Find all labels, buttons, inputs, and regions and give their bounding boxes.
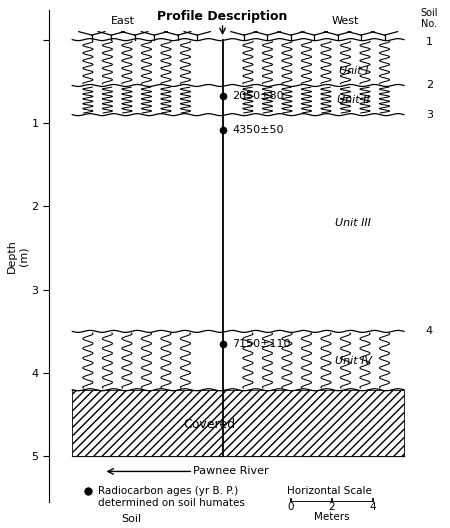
Text: Covered: Covered [183, 418, 235, 431]
Text: Unit IV: Unit IV [335, 355, 372, 365]
Text: Radiocarbon ages (yr B. P.): Radiocarbon ages (yr B. P.) [98, 486, 238, 496]
Text: Unit I: Unit I [338, 67, 368, 77]
Text: Meters: Meters [314, 512, 350, 522]
Text: Pawnee River: Pawnee River [193, 466, 269, 476]
Text: Soil
No.: Soil No. [421, 8, 438, 29]
Text: Profile Description: Profile Description [158, 10, 288, 23]
Text: 4350±50: 4350±50 [232, 125, 284, 135]
Text: determined on soil humates: determined on soil humates [98, 498, 244, 508]
Text: 3: 3 [426, 110, 433, 120]
Text: Unit II: Unit II [337, 96, 369, 106]
Text: Unit III: Unit III [335, 218, 371, 228]
Text: 1: 1 [426, 37, 433, 47]
Text: Soil: Soil [121, 514, 141, 524]
Text: East: East [111, 16, 135, 26]
Bar [72, 390, 404, 456]
Text: 2: 2 [426, 80, 433, 90]
Text: West: West [332, 16, 359, 26]
Text: 7150±110: 7150±110 [232, 339, 291, 349]
Text: 0: 0 [288, 502, 294, 512]
Text: 2: 2 [328, 502, 335, 512]
Y-axis label: Depth
(m): Depth (m) [7, 239, 28, 274]
Text: 4: 4 [369, 502, 376, 512]
Text: 4: 4 [426, 326, 433, 336]
Text: 2050±80: 2050±80 [232, 91, 284, 101]
Text: Horizontal Scale: Horizontal Scale [288, 486, 372, 496]
